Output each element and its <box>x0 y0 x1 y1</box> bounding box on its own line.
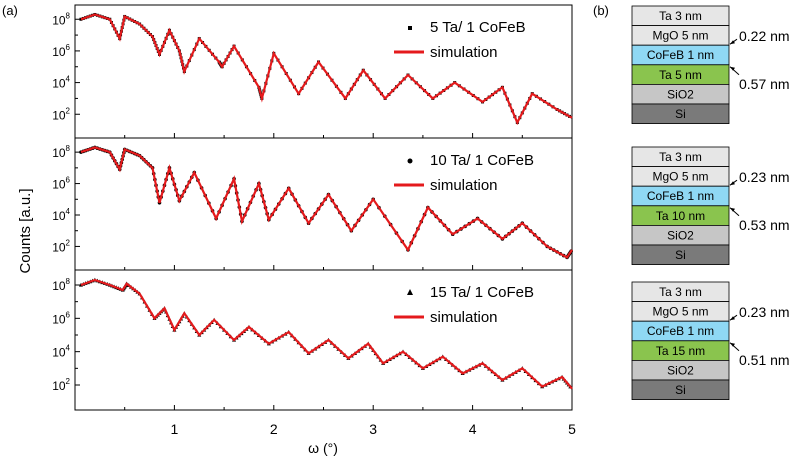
legend-marker <box>407 158 413 164</box>
panel-label-b: (b) <box>593 3 609 18</box>
layer-label: Ta 5 nm <box>659 68 702 82</box>
annotation-label: 0.51 nm <box>739 352 790 368</box>
legend-marker <box>407 289 413 295</box>
y-tick-label: 108 <box>52 144 70 160</box>
y-tick-label: 104 <box>52 344 70 360</box>
x-tick-label: 3 <box>369 421 377 437</box>
y-tick-label: 104 <box>52 207 70 223</box>
layer-label: Ta 10 nm <box>656 209 705 223</box>
layer-stack-3: Ta 3 nm MgO 5 nm CoFeB 1 nm Ta 15 nm SiO2 Si 0… <box>631 281 790 401</box>
y-tick-label: 108 <box>52 277 70 293</box>
layer-label: Si <box>675 383 686 397</box>
legend-simulation-label: simulation <box>430 44 498 61</box>
data-point <box>79 17 83 21</box>
layer-stack-2: Ta 3 nm MgO 5 nm CoFeB 1 nm Ta 10 nm SiO2 Si 0… <box>631 146 790 266</box>
x-tick-label: 2 <box>270 421 278 437</box>
panel-1: 102 104 106 108 5 Ta/ 1 CoFeB simulation <box>52 4 573 139</box>
y-tick-label: 106 <box>52 176 70 192</box>
annotation-arrowhead <box>730 181 735 186</box>
panel-3: 102 104 106 108 15 Ta/ 1 CoFeB simulation <box>52 269 573 411</box>
annotation-label: 0.23 nm <box>739 169 790 185</box>
annotation-arrowhead <box>730 316 735 321</box>
y-axis-label: Counts [a.u.] <box>17 188 34 273</box>
layer-label: MgO 5 nm <box>652 305 708 319</box>
legend-sample-label: 5 Ta/ 1 CoFeB <box>430 19 526 36</box>
panel-2: 102 104 106 108 10 Ta/ 1 CoFeB simulation <box>52 137 573 271</box>
layer-label: Si <box>675 107 686 121</box>
legend-simulation-label: simulation <box>430 309 498 326</box>
y-tick-label: 106 <box>52 310 70 326</box>
layer-label: CoFeB 1 nm <box>647 48 714 62</box>
layer-stack-1: Ta 3 nm MgO 5 nm CoFeB 1 nm Ta 5 nm SiO2 Si 0.… <box>631 5 790 125</box>
annotation-arrowhead <box>730 66 735 71</box>
layer-label: Ta 15 nm <box>656 344 705 358</box>
layer-label: Ta 3 nm <box>659 285 702 299</box>
legend-simulation-label: simulation <box>430 177 498 194</box>
annotation-label: 0.23 nm <box>739 304 790 320</box>
annotation-arrowhead <box>730 207 735 212</box>
y-tick-label: 102 <box>52 377 70 393</box>
layer-label: SiO2 <box>667 363 694 377</box>
annotation-arrowhead <box>730 40 735 45</box>
y-tick-label: 108 <box>52 11 70 27</box>
x-axis-label: ω (°) <box>308 440 338 456</box>
panel-label-a: (a) <box>2 3 18 18</box>
simulation-line <box>80 278 573 390</box>
legend-sample-label: 10 Ta/ 1 CoFeB <box>430 152 534 169</box>
legend-sample-label: 15 Ta/ 1 CoFeB <box>430 284 534 301</box>
layer-label: MgO 5 nm <box>652 170 708 184</box>
y-tick-label: 102 <box>52 238 70 254</box>
layer-label: SiO2 <box>667 87 694 101</box>
layer-label: Ta 3 nm <box>659 150 702 164</box>
y-tick-label: 104 <box>52 75 70 91</box>
layer-label: CoFeB 1 nm <box>647 324 714 338</box>
annotation-label: 0.53 nm <box>739 217 790 233</box>
annotation-label: 0.22 nm <box>739 28 790 44</box>
layer-stacks: Ta 3 nm MgO 5 nm CoFeB 1 nm Ta 5 nm SiO2 Si 0.… <box>631 5 790 401</box>
layer-label: SiO2 <box>667 228 694 242</box>
x-tick-label: 1 <box>171 421 179 437</box>
layer-label: Ta 3 nm <box>659 9 702 23</box>
layer-box <box>631 244 730 266</box>
x-tick-label: 4 <box>469 421 477 437</box>
y-tick-label: 106 <box>52 43 70 59</box>
simulation-line <box>80 13 573 126</box>
annotation-label: 0.57 nm <box>739 76 790 92</box>
layer-box <box>631 379 730 401</box>
y-tick-label: 102 <box>52 106 70 122</box>
x-tick-label: 5 <box>568 421 576 437</box>
annotation-arrowhead <box>730 342 735 347</box>
legend-marker <box>408 26 412 30</box>
simulation-line <box>80 146 573 259</box>
layer-label: Si <box>675 248 686 262</box>
layer-label: MgO 5 nm <box>652 29 708 43</box>
layer-label: CoFeB 1 nm <box>647 189 714 203</box>
layer-box <box>631 103 730 125</box>
